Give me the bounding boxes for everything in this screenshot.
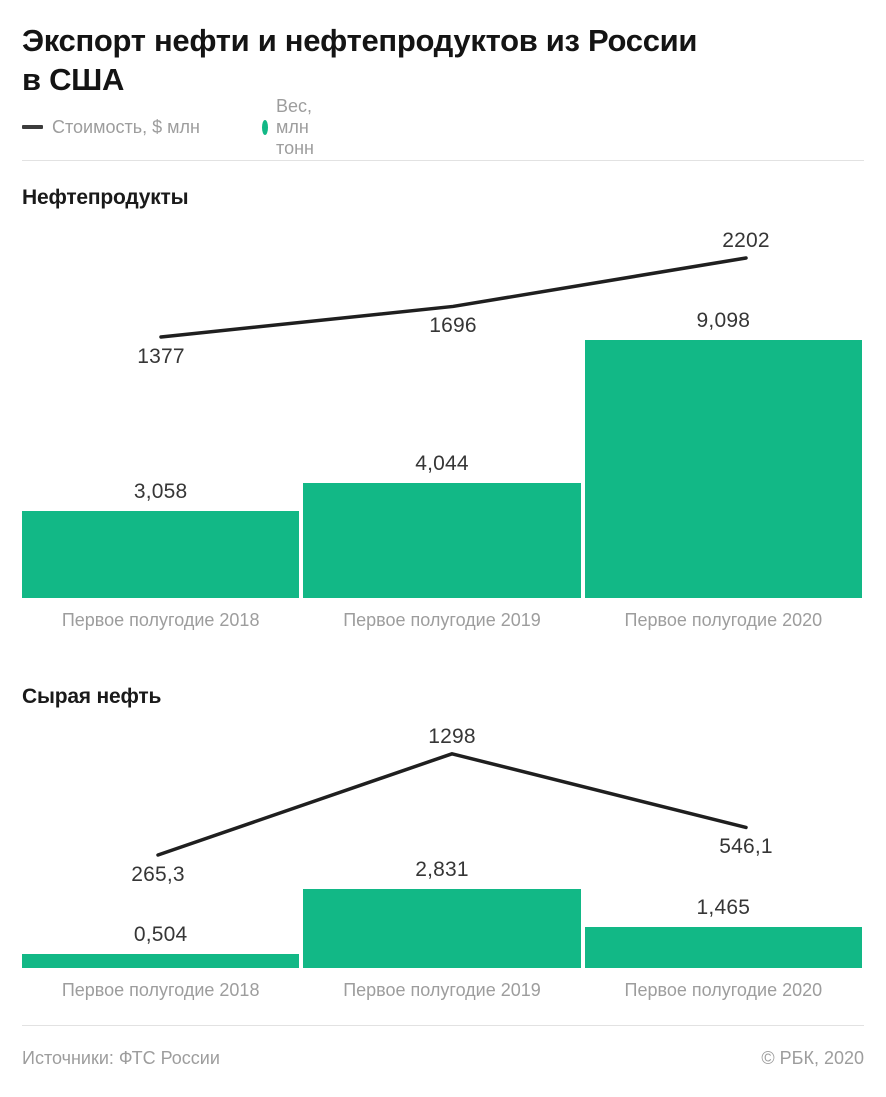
x-axis-label: Первое полугодие 2019	[343, 980, 541, 1000]
page-title-line1: Экспорт нефти и нефтепродуктов из России	[22, 23, 698, 58]
weight-bar	[303, 483, 581, 598]
line-value-label: 1377	[137, 345, 185, 368]
x-axis-label: Первое полугодие 2018	[61, 610, 260, 630]
weight-bar	[303, 889, 581, 968]
line-value-label: 1696	[429, 314, 477, 338]
dot-swatch-icon	[262, 119, 269, 135]
bar-value-label: 0,504	[133, 922, 188, 946]
weight-bar	[584, 927, 862, 968]
bar-value-label: 3,058	[133, 480, 188, 504]
chart-title-oil-products: Нефтепродукты	[22, 186, 189, 209]
legend-item-cost: Стоимость, $ млн	[22, 117, 200, 138]
weight-bar	[584, 339, 862, 598]
weight-bar	[22, 511, 300, 598]
bar-value-label: 1,465	[696, 896, 751, 920]
x-axis-label: Первое полугодие 2019	[343, 610, 541, 630]
page-title-line2: в США	[22, 62, 125, 97]
legend: Стоимость, $ млн Вес, млн тонн	[22, 96, 314, 158]
copyright-note: © РБК, 2020	[761, 1048, 864, 1068]
divider-bottom	[22, 1025, 864, 1026]
line-value-label: 265,3	[131, 863, 185, 886]
x-axis-label: Первое полугодие 2018	[61, 980, 260, 1000]
x-axis-label: Первое полугодие 2020	[624, 980, 823, 1000]
line-swatch-icon	[22, 125, 43, 129]
page-title: Экспорт нефти и нефтепродуктов из России…	[22, 21, 697, 99]
x-axis-label: Первое полугодие 2020	[624, 610, 823, 630]
cost-line	[156, 752, 748, 857]
line-value-label: 2202	[722, 228, 770, 252]
bar-value-label: 4,044	[415, 452, 469, 476]
weight-bar	[22, 953, 300, 968]
line-value-label: 546,1	[719, 835, 773, 859]
legend-weight-label: Вес, млн тонн	[276, 95, 314, 158]
chart-title-crude-oil: Сырая нефть	[22, 685, 162, 708]
bar-value-label: 9,098	[696, 308, 751, 332]
bar-value-label: 2,831	[415, 858, 469, 881]
legend-item-weight: Вес, млн тонн	[262, 96, 323, 159]
divider-top	[22, 160, 864, 161]
line-value-label: 1298	[428, 724, 476, 748]
legend-cost-label: Стоимость, $ млн	[52, 116, 200, 137]
sources-note: Источники: ФТС России	[22, 1048, 220, 1068]
